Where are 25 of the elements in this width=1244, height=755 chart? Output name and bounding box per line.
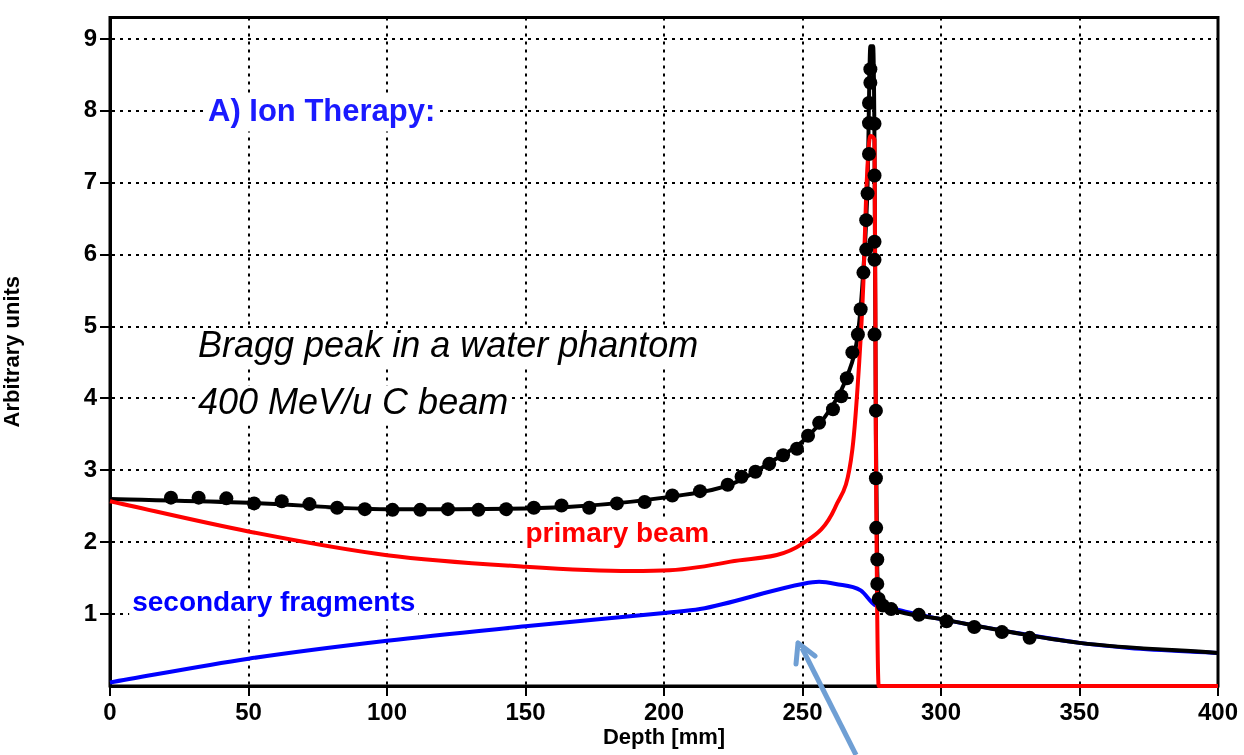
y-tick-label: 5 (83, 311, 97, 339)
y-tick-label: 7 (83, 167, 97, 195)
series-label: primary beam (525, 517, 710, 549)
text: A) Ion Therapy: (208, 93, 436, 129)
x-tick-label: 100 (366, 698, 408, 726)
y-tick-label: 3 (83, 454, 97, 482)
x-tick-label: 200 (643, 698, 685, 726)
series-label: secondary fragments (132, 585, 416, 617)
y-tick-label: 1 (83, 598, 97, 626)
y-tick-label: 9 (83, 23, 97, 51)
x-axis-title: Depth [mm] (602, 723, 726, 749)
x-tick-label: 150 (505, 698, 546, 726)
x-tick-label: 0 (103, 698, 117, 726)
annotation: 400 MeV/u C beam (198, 381, 509, 423)
y-tick-label: 2 (83, 526, 97, 554)
x-tick-label: 250 (782, 698, 823, 726)
x-tick-label: 350 (1059, 698, 1100, 726)
x-tick-label: 300 (920, 698, 962, 726)
annotation: Bragg peak in a water phantom (198, 324, 699, 366)
y-tick-label: 4 (83, 383, 98, 411)
y-tick-label: 6 (83, 239, 97, 267)
y-axis-title: Arbitrary units (0, 275, 25, 428)
x-tick-label: 400 (1197, 698, 1239, 726)
y-tick-label: 8 (83, 95, 97, 123)
x-tick-label: 50 (235, 698, 262, 726)
